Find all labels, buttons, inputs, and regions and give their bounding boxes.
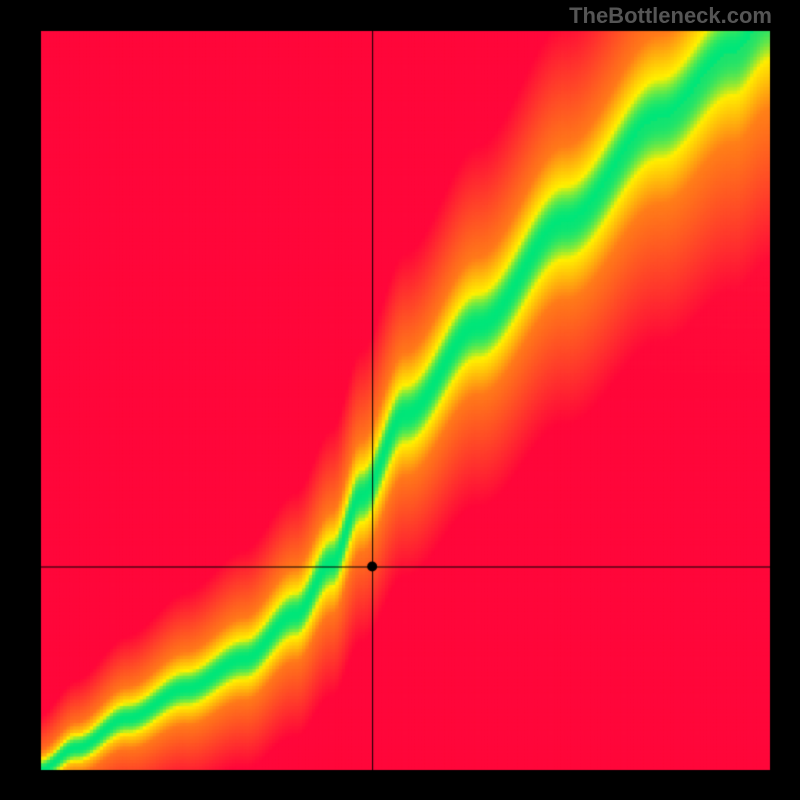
heatmap-canvas	[0, 0, 800, 800]
watermark-text: TheBottleneck.com	[569, 3, 772, 29]
chart-container	[0, 0, 800, 800]
